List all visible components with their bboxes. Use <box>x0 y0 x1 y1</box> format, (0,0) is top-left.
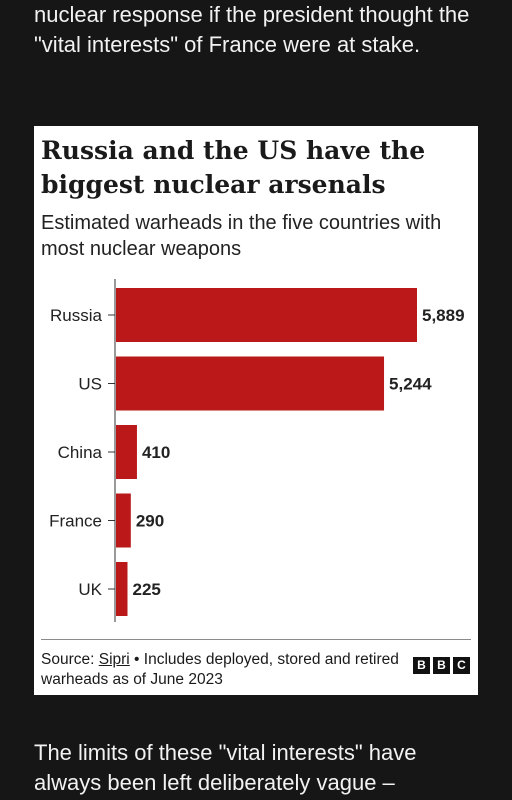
source-details: • Includes deployed, stored and retired … <box>41 651 399 688</box>
source-prefix: Source: <box>41 651 99 668</box>
category-label: UK <box>78 580 102 599</box>
bbc-logo-letter: B <box>433 657 450 674</box>
value-label: 5,244 <box>389 375 432 394</box>
chart-source-note: Source: Sipri • Includes deployed, store… <box>41 650 401 690</box>
category-label: US <box>78 375 102 394</box>
value-label: 225 <box>133 580 161 599</box>
bar-chart: Russia 5,889 US 5,244 China 410 France 290 UK 225 <box>49 279 465 622</box>
category-label: Russia <box>50 306 103 325</box>
bar-china <box>116 425 137 479</box>
bar-us <box>116 356 385 411</box>
article-paragraph-top: nuclear response if the president though… <box>34 2 470 57</box>
bar-uk <box>116 562 128 616</box>
value-label: 410 <box>142 443 170 462</box>
chart-title: Russia and the US have the biggest nucle… <box>41 136 426 199</box>
footer-divider <box>41 639 471 640</box>
bar-france <box>116 493 131 548</box>
source-link-sipri[interactable]: Sipri <box>98 651 130 668</box>
bbc-logo: B B C <box>413 657 470 674</box>
value-label: 290 <box>136 512 164 531</box>
chart-card: Russia and the US have the biggest nucle… <box>34 126 478 695</box>
bar-russia <box>116 288 417 342</box>
category-label: China <box>58 443 103 462</box>
value-label: 5,889 <box>422 306 465 325</box>
bbc-logo-letter: C <box>453 657 470 674</box>
bbc-logo-letter: B <box>413 657 430 674</box>
bars-group: Russia 5,889 US 5,244 China 410 France 290 UK 225 <box>49 288 465 616</box>
category-label: France <box>49 512 102 531</box>
chart-subtitle: Estimated warheads in the five countries… <box>41 212 442 260</box>
article-paragraph-bottom: The limits of these "vital interests" ha… <box>34 740 417 795</box>
